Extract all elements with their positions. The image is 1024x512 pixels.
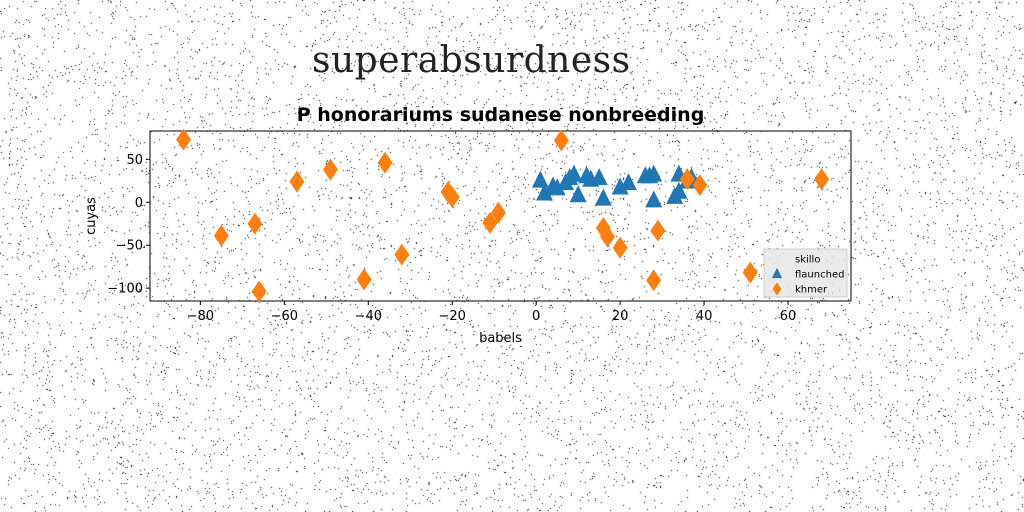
legend-label: khmer bbox=[795, 285, 828, 296]
diamond-point bbox=[553, 129, 569, 152]
chart-title: P honorariums sudanese nonbreeding bbox=[297, 104, 705, 126]
diamond-point bbox=[814, 168, 830, 191]
diamond-point bbox=[646, 269, 662, 292]
triangle-point bbox=[536, 183, 554, 201]
diamond-point bbox=[289, 170, 305, 193]
x-tick-label: −20 bbox=[439, 309, 466, 324]
diamond-point bbox=[692, 174, 708, 197]
y-axis-ticks: −100 −50 0 50 bbox=[107, 153, 150, 297]
legend-marker bbox=[772, 282, 782, 296]
legend-label: flaunched bbox=[795, 270, 844, 281]
diamond-point bbox=[213, 224, 229, 247]
legend-marker bbox=[776, 258, 778, 260]
figure-suptitle: superabsurdness bbox=[312, 40, 631, 81]
triangle-point bbox=[569, 185, 587, 203]
triangle-point bbox=[565, 164, 583, 182]
x-tick-label: −80 bbox=[187, 309, 214, 324]
triangle-point bbox=[620, 173, 638, 191]
diamond-point bbox=[176, 128, 192, 151]
x-tick-label: −40 bbox=[355, 309, 382, 324]
x-tick-label: 40 bbox=[696, 309, 713, 324]
x-axis-ticks: −80 −60 −40 −20 0 20 40 60 bbox=[187, 301, 797, 324]
diamond-point bbox=[490, 201, 506, 224]
diamond-point bbox=[612, 236, 628, 259]
data-marks bbox=[176, 128, 830, 303]
y-tick-label: −50 bbox=[116, 239, 143, 254]
diamond-point bbox=[356, 268, 372, 291]
triangle-point bbox=[645, 190, 663, 208]
plot-area bbox=[149, 130, 852, 302]
diamond-point bbox=[377, 151, 393, 174]
legend-label: skillo bbox=[795, 255, 820, 266]
diamond-point bbox=[482, 211, 498, 234]
triangle-point bbox=[531, 170, 549, 188]
x-axis-label: babels bbox=[479, 331, 522, 346]
y-tick-label: −100 bbox=[107, 282, 143, 297]
triangle-point bbox=[594, 188, 612, 206]
diamond-point bbox=[600, 225, 616, 248]
triangle-point bbox=[641, 166, 659, 184]
diamond-point bbox=[394, 243, 410, 266]
diamond-point bbox=[247, 212, 263, 235]
diamond-point bbox=[679, 168, 695, 191]
diamond-point bbox=[251, 280, 267, 303]
legend: skillo flaunched khmer bbox=[763, 248, 848, 298]
triangle-point bbox=[670, 181, 688, 199]
diamond-point bbox=[444, 186, 460, 209]
y-axis-label: cuyas bbox=[84, 197, 99, 235]
x-tick-label: −60 bbox=[271, 309, 298, 324]
diamond-point bbox=[742, 261, 758, 284]
triangle-point bbox=[548, 178, 566, 196]
y-tick-label: 50 bbox=[126, 153, 143, 168]
diamond-point bbox=[322, 158, 338, 181]
x-tick-label: 20 bbox=[612, 309, 629, 324]
y-tick-label: 0 bbox=[135, 196, 143, 211]
legend-marker bbox=[771, 267, 783, 279]
diamond-point bbox=[650, 219, 666, 242]
x-tick-label: 0 bbox=[532, 309, 540, 324]
triangle-point bbox=[590, 168, 608, 186]
x-tick-label: 60 bbox=[780, 309, 797, 324]
triangle-point bbox=[611, 177, 629, 195]
